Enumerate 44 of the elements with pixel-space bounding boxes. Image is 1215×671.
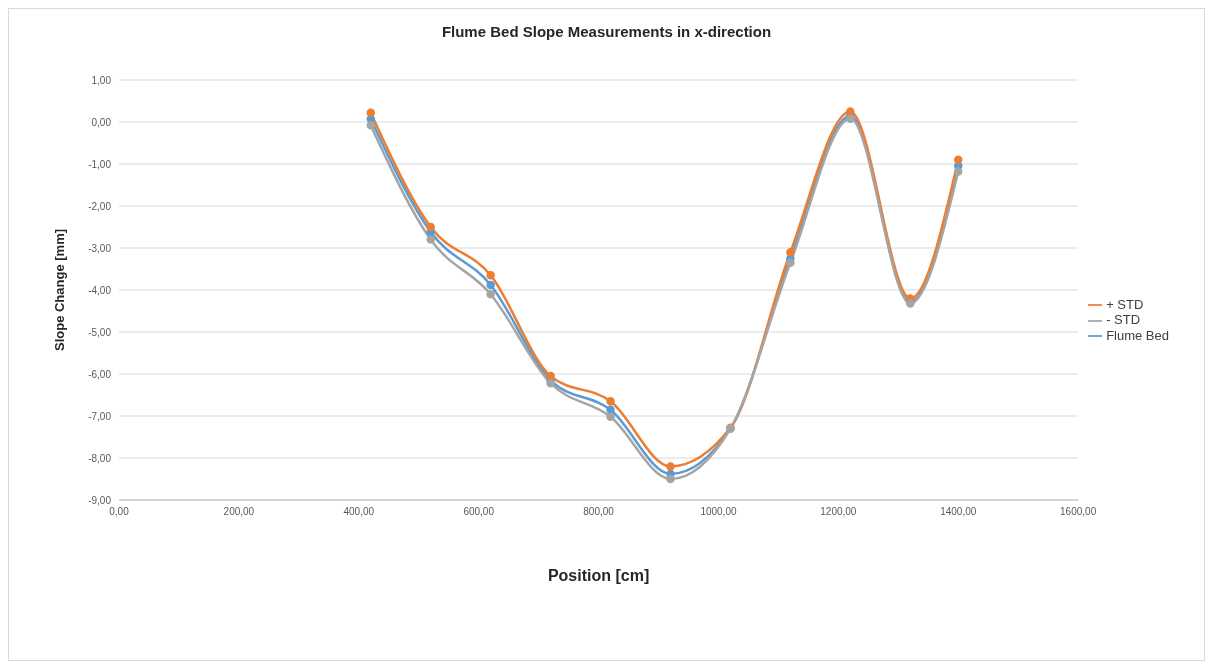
legend-label: Flume Bed (1106, 327, 1169, 343)
y-tick-label: -4,00 (88, 284, 112, 296)
point (786, 258, 795, 267)
x-tick-label: 1400,00 (940, 506, 977, 518)
x-tick-label: 1200,00 (820, 506, 857, 518)
point (426, 235, 435, 244)
x-axis-title: Position [cm] (547, 567, 650, 585)
y-tick-label: -5,00 (88, 326, 112, 338)
point (426, 222, 435, 232)
point (486, 289, 495, 299)
point (606, 412, 615, 422)
y-tick-label: -7,00 (88, 410, 112, 422)
x-tick-label: 400,00 (343, 506, 375, 518)
y-tick-label: -2,00 (88, 200, 112, 212)
y-tick-label: -9,00 (88, 494, 112, 506)
point (953, 155, 963, 165)
chart-title: Flume Bed Slope Measurements in x-direction (440, 23, 773, 40)
point (606, 405, 615, 414)
x-tick-label: 600,00 (463, 506, 495, 518)
point (486, 280, 495, 290)
point (953, 167, 963, 176)
x-tick-label: 800,00 (583, 506, 615, 518)
y-tick-label: 1,00 (91, 74, 112, 86)
y-axis-title: Slope Change [mm] (51, 228, 67, 352)
x-tick-label: 0,00 (109, 506, 130, 518)
point (546, 371, 555, 381)
y-tick-label: 0,00 (91, 116, 112, 128)
point (606, 397, 615, 406)
y-tick-label: -3,00 (88, 242, 112, 254)
x-tick-label: 200,00 (223, 506, 255, 518)
point (666, 462, 675, 471)
point (846, 107, 855, 116)
x-tick-label: 1600,00 (1060, 506, 1097, 518)
x-tick-label: 1000,00 (700, 506, 737, 518)
y-tick-label: -1,00 (88, 158, 112, 170)
legend-label: + STD (1106, 296, 1144, 312)
point (366, 108, 376, 118)
point (666, 474, 675, 484)
point (366, 121, 376, 130)
y-tick-label: -6,00 (88, 368, 112, 380)
y-tick-label: -8,00 (88, 452, 112, 464)
point (486, 271, 495, 280)
point (786, 247, 795, 257)
legend-label: - STD (1106, 312, 1141, 328)
